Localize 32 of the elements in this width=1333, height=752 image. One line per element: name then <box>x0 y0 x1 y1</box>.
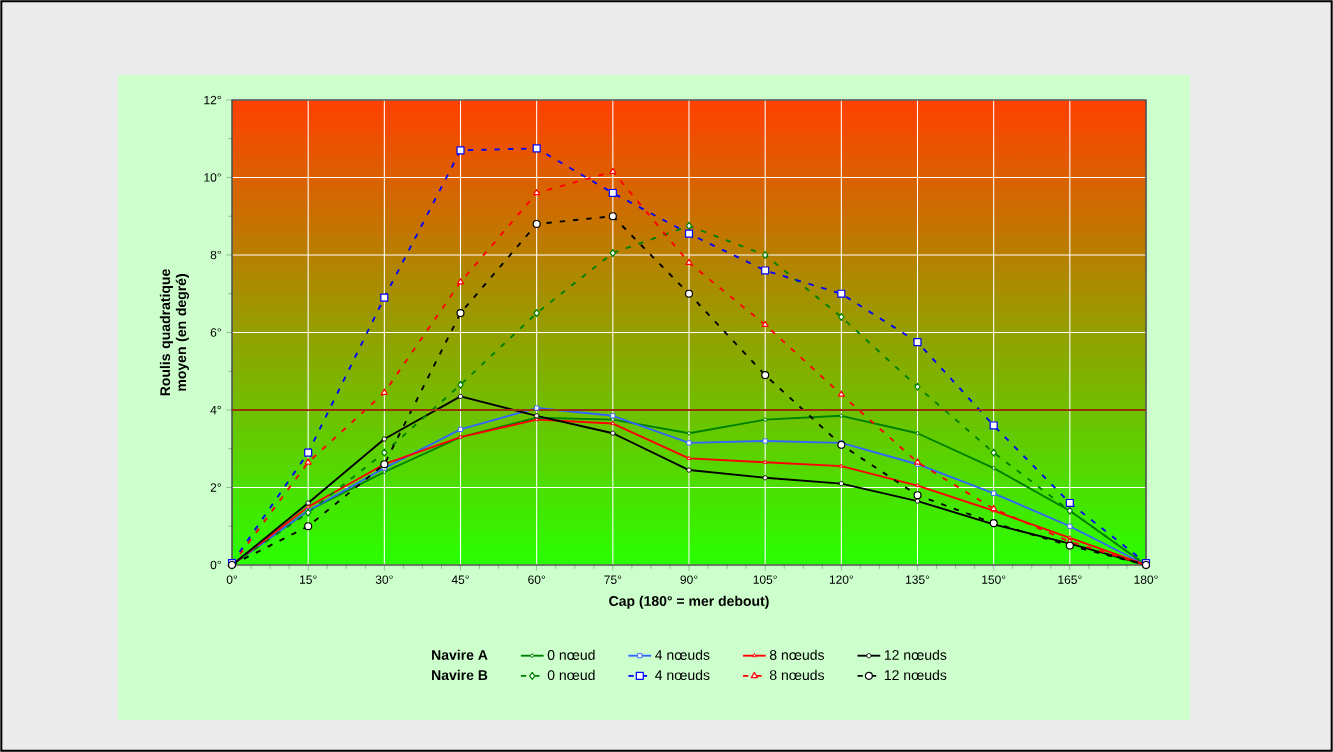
y-tick-label: 6° <box>210 328 221 337</box>
y-tick-label: 8° <box>210 250 221 260</box>
y-axis-title: Roulis quadratique moyen (en degré) <box>159 269 189 396</box>
y-tick-label: 2° <box>210 483 221 492</box>
x-tick-label: 75° <box>604 575 622 584</box>
legend-label: 4 nœuds <box>655 669 710 681</box>
legend-label: 8 nœuds <box>769 669 825 681</box>
x-tick-label: 150° <box>982 575 1006 584</box>
y-tick-label: 4° <box>210 405 221 415</box>
x-tick-label: 60° <box>528 575 546 584</box>
text: Navire B <box>432 669 488 681</box>
legend-label: 12 nœuds <box>884 669 947 681</box>
x-tick-label: 165° <box>1058 575 1082 584</box>
x-tick-label: 0° <box>226 575 238 584</box>
legend-label: 0 nœud <box>547 649 595 660</box>
x-tick-label: 180° <box>1134 575 1158 584</box>
x-tick-label: 45° <box>451 575 469 584</box>
x-tick-label: 105° <box>753 575 777 584</box>
y-tick-label: 12° <box>204 95 221 105</box>
legend-label: 4 nœuds <box>655 649 710 660</box>
y-tick-label: 10° <box>204 173 221 182</box>
legend-label: 8 nœuds <box>769 649 825 660</box>
x-tick-label: 90° <box>680 575 698 584</box>
x-tick-label: 120° <box>829 575 854 584</box>
x-tick-label: 15° <box>300 575 317 584</box>
x-tick-label: 30° <box>375 575 393 584</box>
text: Navire A <box>432 649 488 660</box>
x-tick-label: 135° <box>906 575 930 584</box>
legend-label: 0 nœud <box>547 669 595 681</box>
legend-label: 12 nœuds <box>884 649 947 660</box>
y-tick-label: 0° <box>210 560 221 570</box>
x-axis-title: Cap (180° = mer debout) <box>609 595 769 609</box>
